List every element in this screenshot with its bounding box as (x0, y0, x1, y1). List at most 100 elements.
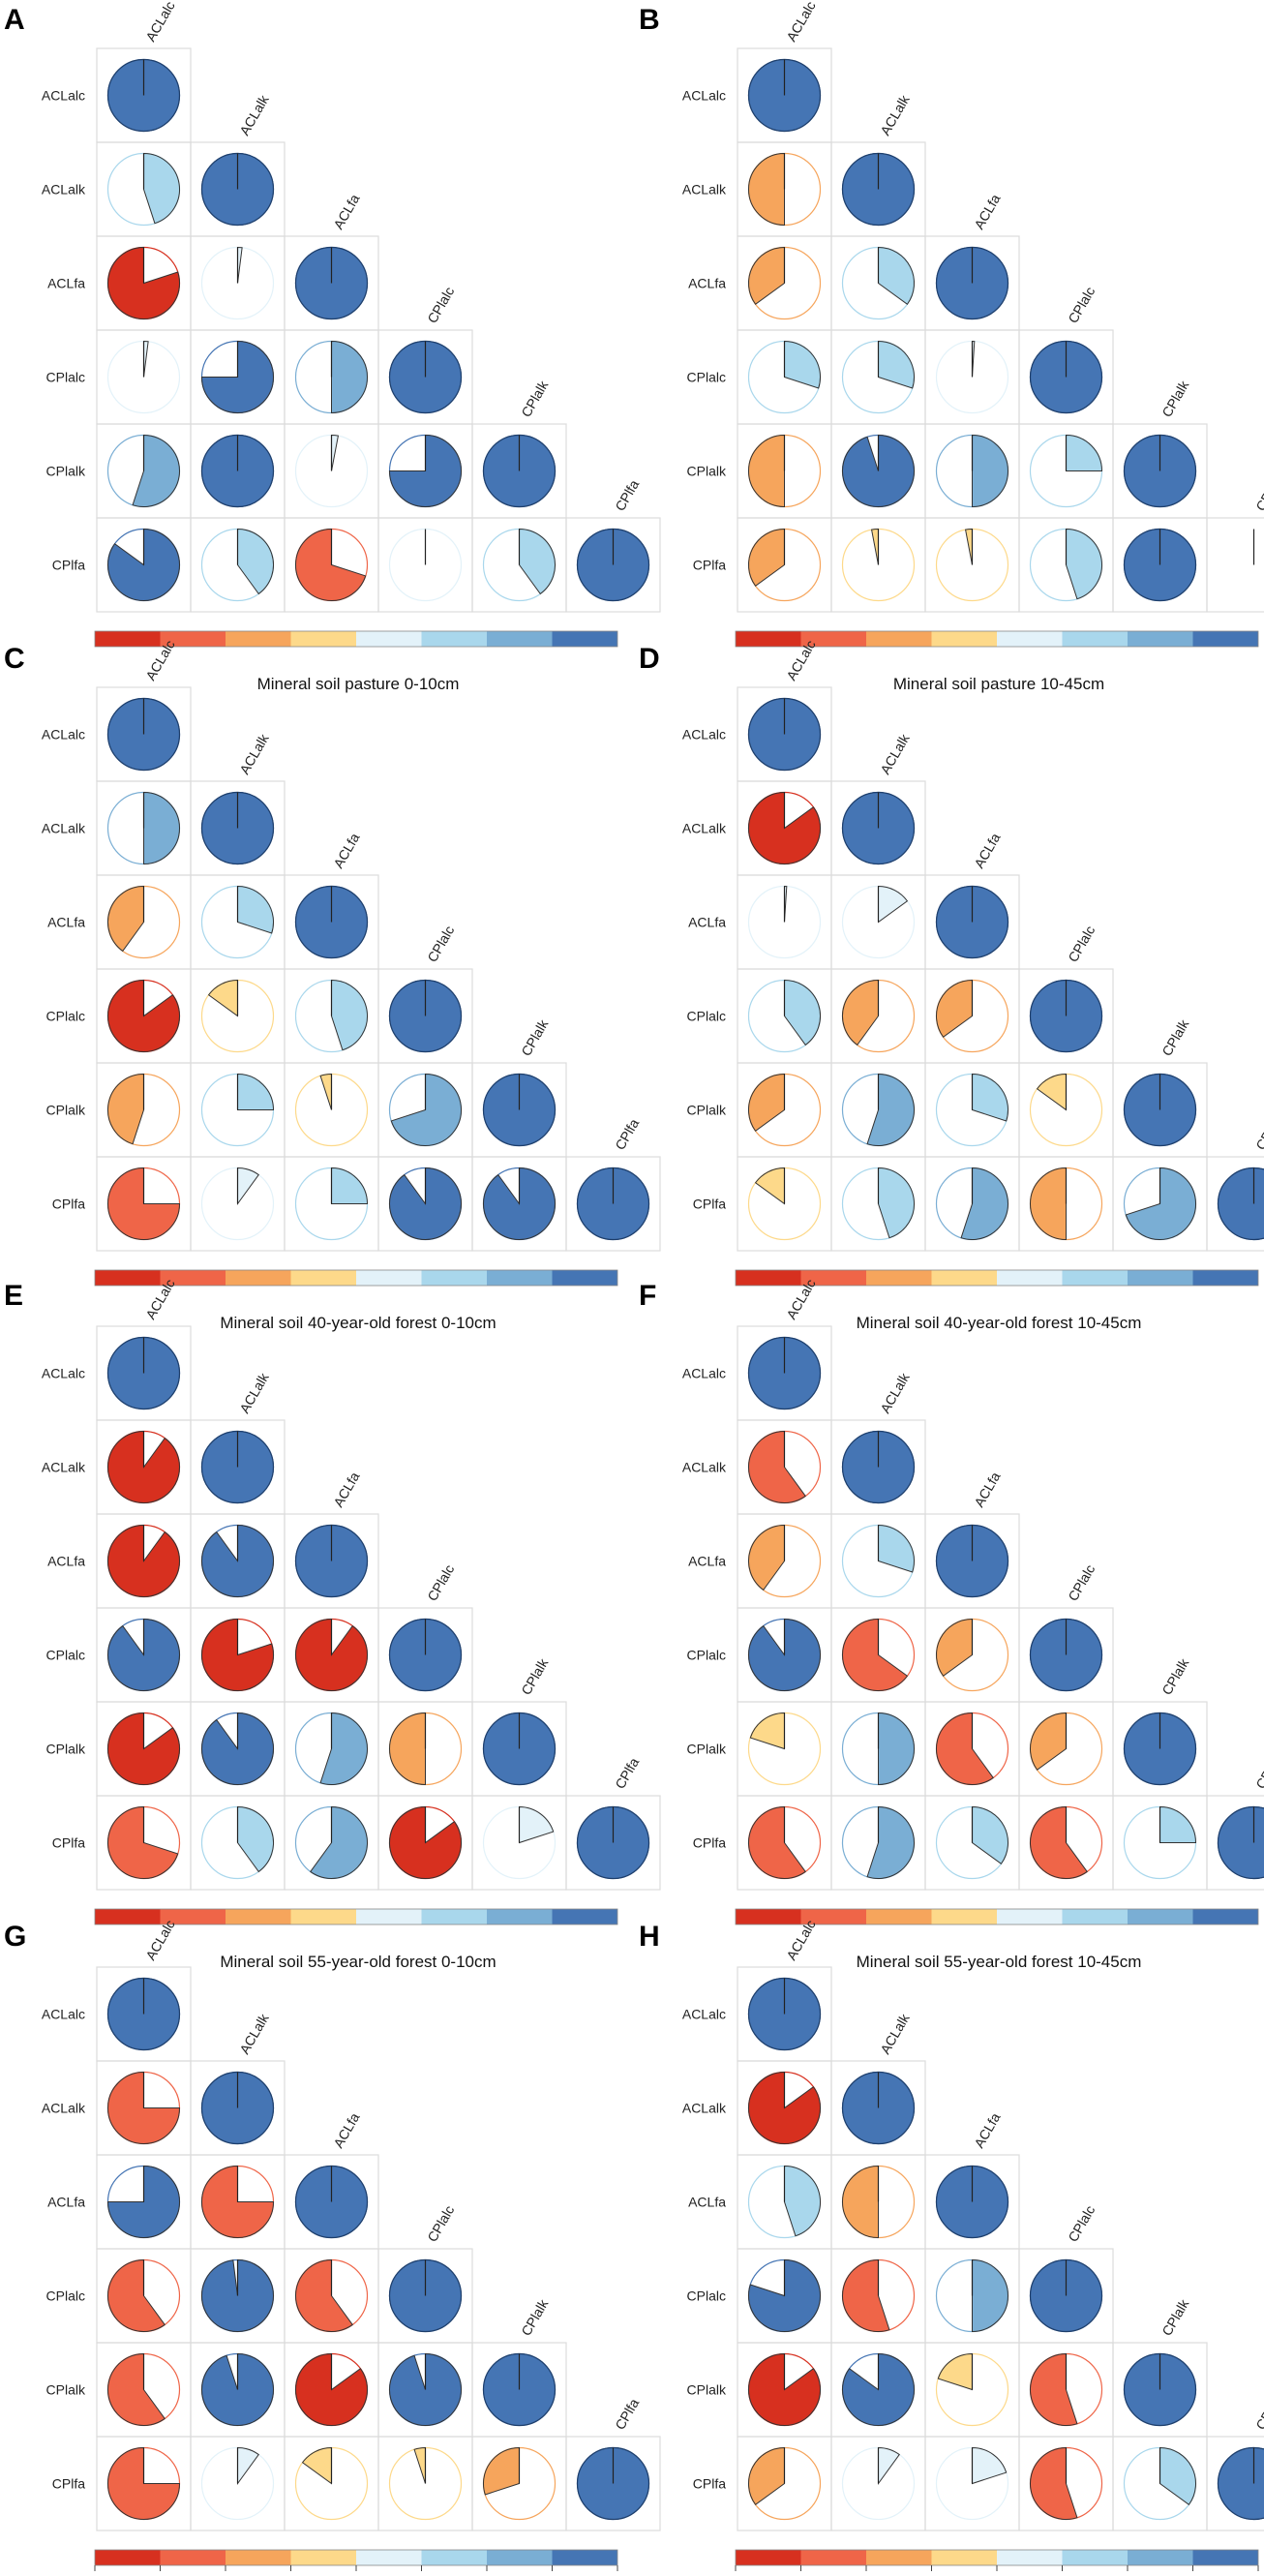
colorbar-segment (552, 631, 617, 647)
colorbar-segment (800, 631, 866, 647)
colorbar-segment (1062, 1909, 1128, 1924)
correlation-pie (935, 2352, 1009, 2427)
pie-slice (107, 1618, 180, 1691)
colorbar-segment (1128, 1909, 1193, 1924)
column-label: ACLfa (330, 831, 362, 871)
colorbar-segment (356, 631, 422, 647)
column-label: ACLalk (236, 731, 272, 777)
column-label: CPlalc (424, 284, 457, 325)
correlation-pie (106, 58, 181, 133)
panel-c: C ACLalc ACLalk ACLfa CPlalc CPlalk CPlfa ACLal… (4, 637, 661, 1332)
row-label: ACLalk (42, 821, 86, 836)
colorbar-segment (160, 1270, 226, 1286)
correlation-pie (935, 1712, 1009, 1786)
colorbar-segment (356, 2550, 422, 2565)
correlation-pie (1123, 1073, 1197, 1147)
column-label: ACLalc (142, 0, 177, 45)
pie-slice (107, 1524, 180, 1597)
pie-slice (866, 1805, 915, 1879)
correlation-pie (747, 434, 822, 508)
column-label: CPlalk (1159, 1655, 1192, 1698)
colorbar-segment (1192, 1909, 1258, 1924)
grid-cell (1206, 1156, 1264, 1252)
pie-slice (842, 2165, 879, 2239)
row-label: ACLfa (688, 2195, 726, 2210)
pie-slice (390, 1073, 462, 1146)
correlation-pie (747, 1805, 822, 1880)
colorbar-segment (736, 2550, 801, 2565)
panel-h: H ACLalc ACLalk ACLfa CPlalc CPlalk CPlfa ACLal… (639, 1917, 1264, 2571)
column-label: CPlalc (1065, 923, 1098, 964)
correlation-pie (935, 1524, 1009, 1598)
pie-slice (972, 1805, 1008, 1864)
correlation-pie (1123, 2446, 1197, 2521)
correlation-pie (482, 434, 557, 508)
pie-slice (1217, 1805, 1264, 1880)
pie-slice (1030, 2352, 1078, 2426)
row-label: CPlalc (687, 370, 726, 385)
correlation-pie (1123, 1805, 1197, 1880)
column-label: CPlalk (518, 378, 552, 420)
correlation-pie (747, 885, 822, 959)
pie-slice (389, 1712, 426, 1786)
row-label: CPlalc (46, 370, 85, 385)
correlation-pie (106, 1805, 181, 1880)
pie-slice (784, 979, 821, 1046)
colorbar-segment (997, 631, 1063, 647)
panel-caption: Mineral soil pasture 10-45cm (893, 675, 1104, 693)
correlation-pie (747, 1712, 822, 1786)
pie-slice (1030, 1167, 1067, 1241)
correlation-pie (200, 2352, 275, 2427)
correlation-pie (106, 2352, 181, 2427)
panel-letter: B (639, 4, 660, 36)
correlation-pie (747, 1430, 822, 1504)
panel-b: B ACLalc ACLalk ACLfa CPlalc CPlalk CPlfa ACLal… (639, 0, 1264, 693)
pie-slice (331, 1167, 369, 1204)
correlation-pie (200, 791, 275, 865)
correlation-pie (935, 1167, 1009, 1241)
pie-slice (1066, 434, 1103, 471)
pie-slice (748, 1073, 785, 1132)
pie-slice (748, 246, 785, 305)
pie-slice (201, 2165, 275, 2238)
colorbar-frame (735, 1269, 1259, 1287)
row-label: ACLfa (47, 276, 85, 291)
correlation-pie (747, 2071, 822, 2145)
pie-slice (143, 791, 180, 865)
pie-slice (842, 2258, 890, 2332)
pie-slice (748, 1618, 821, 1691)
correlation-pie (200, 434, 275, 508)
correlation-pie (294, 1712, 369, 1786)
correlation-pie (106, 1712, 181, 1786)
correlation-pie (106, 1524, 181, 1598)
pie-outline (1218, 529, 1264, 601)
pie-slice (1217, 2446, 1264, 2521)
colorbar-segment (1192, 1270, 1258, 1286)
correlation-pie (200, 2446, 275, 2521)
column-label: ACLfa (330, 2110, 362, 2151)
pie-slice (389, 1167, 462, 1240)
correlation-pie (388, 979, 463, 1053)
column-label: CPlalc (424, 923, 457, 964)
correlation-pie (482, 1805, 557, 1880)
grid-cell (565, 1156, 661, 1252)
colorbar-segment (1192, 2550, 1258, 2565)
correlation-pie (106, 246, 181, 320)
grid-cell (1206, 517, 1264, 613)
correlation-pie (1029, 340, 1103, 414)
correlation-pie (841, 1524, 916, 1598)
row-label: ACLfa (688, 1554, 726, 1569)
row-label: CPlalk (687, 464, 727, 479)
pie-slice (107, 2352, 166, 2426)
row-label: CPlalc (46, 2288, 85, 2304)
colorbar-segment (160, 2550, 226, 2565)
correlation-pie (200, 1430, 275, 1504)
colorbar-segment (1192, 631, 1258, 647)
correlation-pie (841, 885, 916, 959)
correlation-pie (388, 1167, 463, 1241)
correlation-pie (294, 340, 369, 414)
row-label: ACLalk (682, 182, 727, 197)
pie-slice (878, 1524, 915, 1573)
row-label: CPlalc (687, 1648, 726, 1663)
